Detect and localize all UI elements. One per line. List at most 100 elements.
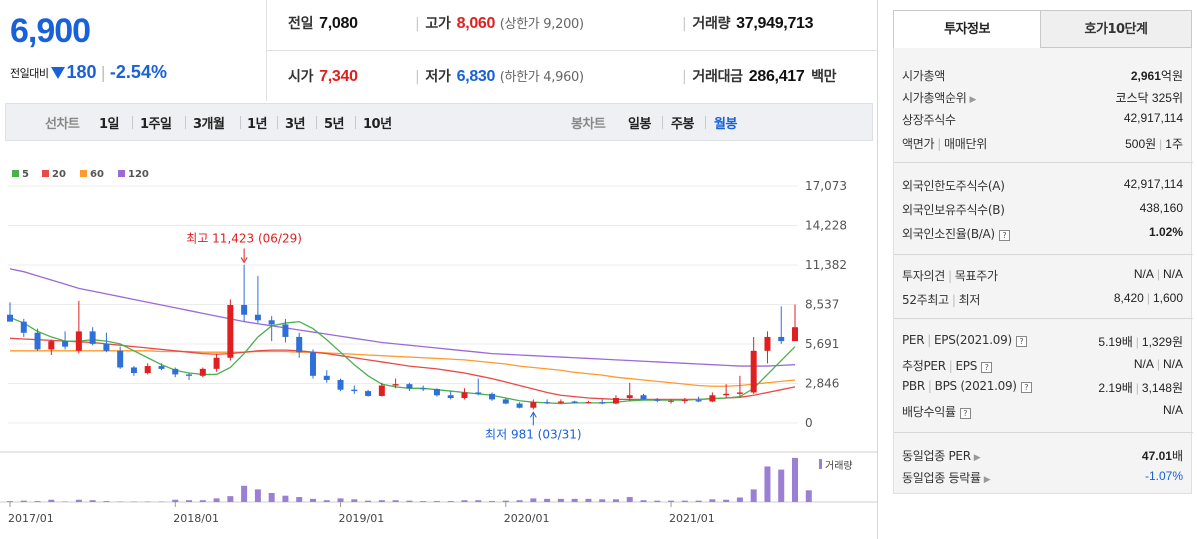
period-3m[interactable]: 3개월 [193,117,225,132]
market-cap-rank-value: 코스닥 325위 [1115,91,1183,105]
target-label: 목표주가 [954,269,998,283]
volume-bar [764,466,771,502]
candle-body [557,401,564,403]
candle-chart-label: 봉차트 [571,117,606,132]
volume-legend-swatch [819,459,822,469]
foreign-hold-row: 외국인보유주식수(B) 438,160 [894,198,1193,220]
foreign-limit-row: 외국인한도주식수(A) 42,917,114 [894,174,1193,196]
volume-bar [420,501,427,502]
volume-bar [599,499,606,502]
candle-body [571,401,578,403]
candle-body [378,385,385,396]
volume-bar [406,500,413,502]
est-per-label: 추정PER [902,359,946,373]
candle-body [365,391,372,396]
volume-bar [268,493,275,502]
candle-body [213,357,220,369]
period-1y[interactable]: 1년 [247,117,268,132]
open-label: 시가 [288,69,314,85]
pbr-value: 2.19배 [1098,381,1133,395]
open-value: 7,340 [319,68,358,85]
change-percent: -2.54% [109,62,167,82]
candle-body [475,392,482,394]
opinion-value: N/A [1133,267,1154,281]
upper-limit: (상한가 9,200) [499,17,584,32]
day-high: | 고가 8,060 (상한가 9,200) [415,15,584,32]
market-cap-rank-label: 시가총액순위 [902,91,967,105]
period-10y[interactable]: 10년 [363,117,392,132]
volume-bar [351,499,358,502]
divider [705,116,706,129]
candle-body [392,384,399,386]
industry-per-label: 동일업종 PER [902,449,971,463]
period-1d[interactable]: 1일 [99,117,120,132]
low-annotation: 최저 981 (03/31) [485,427,582,441]
lower-limit: (하한가 4,960) [499,70,584,85]
period-3y[interactable]: 3년 [285,117,306,132]
candle-body [144,366,151,374]
week52-high-value: 8,420 [1113,291,1144,305]
candle-body [654,399,661,401]
candle-weekly[interactable]: 주봉 [671,117,694,132]
candle-body [585,402,592,404]
industry-change-link[interactable]: 동일업종 등락률 ▶ [902,469,991,486]
legend-swatch [80,170,87,177]
est-eps-value: N/A [1162,357,1183,371]
est-eps-label: EPS [955,359,978,373]
listed-shares-row: 상장주식수 42,917,114 [894,108,1193,130]
legend-swatch [118,170,125,177]
chevron-right-icon: ▶ [983,475,991,485]
trade-value-label: 거래대금 [692,69,743,85]
volume-bar [392,500,399,502]
volume-bar [75,499,82,502]
period-5y[interactable]: 5년 [324,117,345,132]
tab-orderbook[interactable]: 호가10단계 [1040,10,1192,48]
trade-value-unit: 백만 [811,69,837,85]
candle-body [433,388,440,396]
industry-per-row: 동일업종 PER ▶ 47.01배 [894,444,1193,466]
industry-per-unit: 배 [1171,449,1183,463]
period-1w[interactable]: 1주일 [140,117,172,132]
candle-monthly[interactable]: 월봉 [714,117,737,132]
volume-bar [778,469,785,502]
volume-bar [805,490,812,502]
down-arrow-icon [240,257,248,264]
industry-per-link[interactable]: 동일업종 PER ▶ [902,447,981,464]
divider [277,116,278,129]
volume-bar [736,497,743,502]
volume-bar [337,498,344,502]
candle-body [186,374,193,376]
help-icon[interactable]: ? [1020,382,1032,393]
volume-bar [557,498,564,502]
volume-bar [723,499,730,502]
volume-bar [475,500,482,502]
up-arrow-icon [529,411,537,418]
stock-chart[interactable]: 17,073 14,228 11,382 8,537 5,691 2,846 0 5 20 60 1… [0,160,878,539]
candle-body [668,400,675,402]
market-cap-number: 2,961 [1130,69,1161,83]
foreign-limit-label: 외국인한도주식수(A) [902,179,1005,193]
volume-bar [668,500,675,502]
candle-daily[interactable]: 일봉 [628,117,651,132]
volume-bar [640,500,647,502]
help-icon[interactable]: ? [981,362,993,373]
prev-close-value: 7,080 [319,15,358,32]
per-row: PER | EPS(2021.09)? 5.19배 | 1,329원 [902,333,1183,349]
market-cap-rank-label-wrap[interactable]: 시가총액순위 ▶ [902,89,976,106]
target-value: N/A [1162,267,1183,281]
per-label: PER [902,333,925,347]
candle-body [502,399,509,404]
help-icon[interactable]: ? [998,230,1010,241]
tab-investment-info[interactable]: 투자정보 [893,10,1041,48]
candle-body [75,331,82,351]
divider [240,116,241,129]
unit-label: 매매단위 [943,137,987,151]
help-icon[interactable]: ? [959,408,971,419]
help-icon[interactable]: ? [1015,336,1027,347]
volume-bar [199,500,206,502]
x-tick-label: 2018/01 [173,512,219,525]
industry-change-row: 동일업종 등락률 ▶ -1.07% [894,466,1193,488]
divider [894,432,1193,433]
legend-label: 120 [128,169,149,180]
volume-bar [378,500,385,502]
